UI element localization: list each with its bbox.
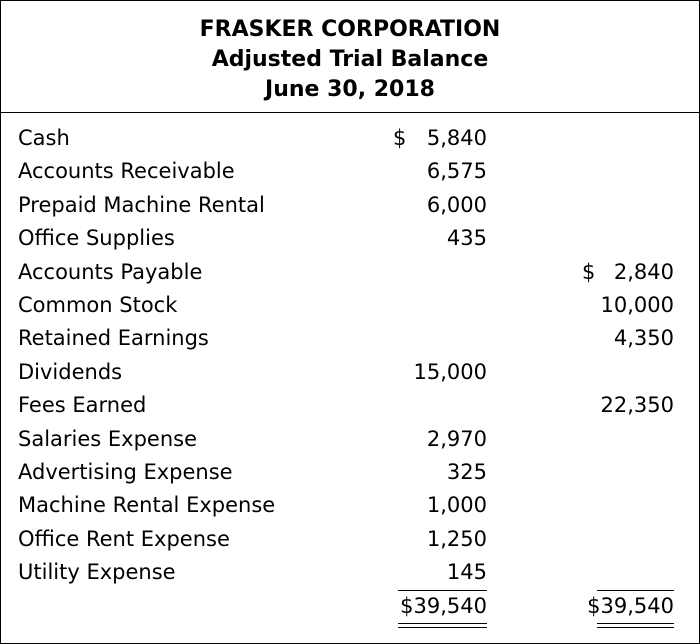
account-name: Accounts Receivable bbox=[18, 159, 235, 184]
debit-amount: 6,575 bbox=[426, 159, 487, 184]
company-name: FRASKER CORPORATION bbox=[199, 17, 501, 42]
debit-subtotal-rule bbox=[398, 590, 487, 591]
debit-amount: 325 bbox=[446, 459, 487, 484]
account-name: Office Supplies bbox=[18, 226, 175, 251]
account-row: Office Supplies 435 bbox=[1, 224, 699, 257]
account-name: Machine Rental Expense bbox=[18, 493, 276, 518]
account-rows: Cash $ 5,840 Accounts Receivable 6,575 P… bbox=[1, 124, 699, 591]
account-name: Accounts Payable bbox=[18, 259, 203, 284]
statement-title: Adjusted Trial Balance bbox=[211, 47, 489, 72]
account-name: Retained Earnings bbox=[18, 326, 209, 351]
account-row: Office Rent Expense 1,250 bbox=[1, 525, 699, 558]
account-row: Accounts Receivable 6,575 bbox=[1, 157, 699, 190]
credit-total-double-rule bbox=[597, 623, 674, 628]
credit-amount: 10,000 bbox=[600, 292, 674, 317]
account-row: Retained Earnings 4,350 bbox=[1, 324, 699, 357]
debit-amount: 5,840 bbox=[426, 126, 487, 150]
debit-total: $39,540 bbox=[400, 594, 487, 618]
account-row: Machine Rental Expense 1,000 bbox=[1, 491, 699, 524]
account-row: Cash $ 5,840 bbox=[1, 124, 699, 157]
debit-amount: 6,000 bbox=[426, 192, 487, 217]
account-row: Accounts Payable $ 2,840 bbox=[1, 258, 699, 291]
debit-amount: 1,000 bbox=[426, 493, 487, 518]
account-name: Salaries Expense bbox=[18, 426, 198, 451]
account-name: Advertising Expense bbox=[18, 459, 233, 484]
account-name: Dividends bbox=[18, 359, 123, 384]
account-name: Prepaid Machine Rental bbox=[18, 192, 265, 217]
account-row: Utility Expense 145 bbox=[1, 558, 699, 591]
credit-subtotal-rule bbox=[597, 590, 674, 591]
totals-row: $39,540 $39,540 bbox=[1, 592, 699, 625]
account-name: Utility Expense bbox=[18, 560, 176, 585]
debit-amount: 435 bbox=[446, 226, 487, 251]
account-name: Office Rent Expense bbox=[18, 526, 230, 551]
account-row: Prepaid Machine Rental 6,000 bbox=[1, 191, 699, 224]
account-name: Cash bbox=[18, 126, 70, 150]
statement-date: June 30, 2018 bbox=[265, 77, 435, 102]
currency-symbol: $ bbox=[393, 126, 407, 150]
credit-amount: 2,840 bbox=[613, 259, 674, 284]
account-name: Fees Earned bbox=[18, 393, 147, 418]
statement-header: FRASKER CORPORATION Adjusted Trial Balan… bbox=[1, 1, 699, 113]
account-name: Common Stock bbox=[18, 292, 178, 317]
account-row: Common Stock 10,000 bbox=[1, 291, 699, 324]
credit-amount: 4,350 bbox=[613, 326, 674, 351]
account-row: Salaries Expense 2,970 bbox=[1, 425, 699, 458]
credit-amount: 22,350 bbox=[600, 393, 674, 418]
debit-total-double-rule bbox=[398, 623, 487, 628]
account-row: Advertising Expense 325 bbox=[1, 458, 699, 491]
currency-symbol: $ bbox=[582, 259, 596, 284]
debit-amount: 2,970 bbox=[426, 426, 487, 451]
debit-amount: 145 bbox=[446, 560, 487, 585]
debit-amount: 15,000 bbox=[413, 359, 487, 384]
debit-amount: 1,250 bbox=[426, 526, 487, 551]
account-row: Dividends 15,000 bbox=[1, 358, 699, 391]
account-row: Fees Earned 22,350 bbox=[1, 391, 699, 424]
credit-total: $39,540 bbox=[587, 594, 674, 618]
